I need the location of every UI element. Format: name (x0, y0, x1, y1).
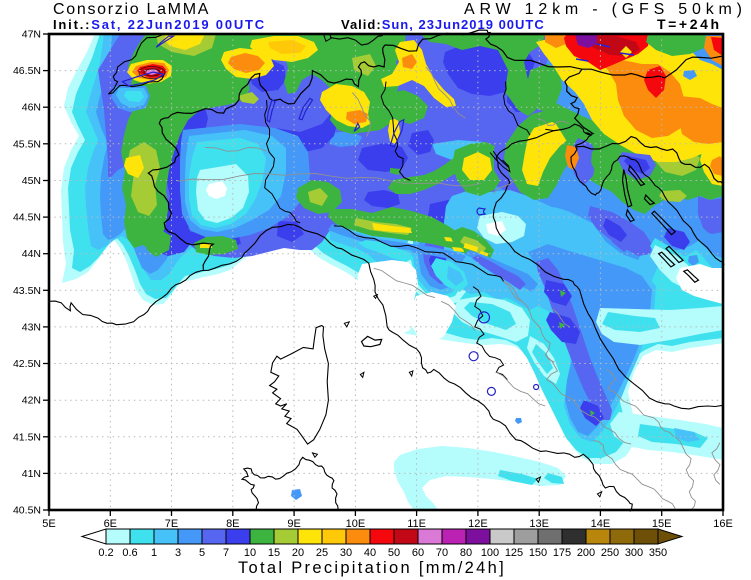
svg-text:7: 7 (223, 547, 229, 559)
svg-text:100: 100 (481, 547, 499, 559)
svg-text:45N: 45N (22, 175, 41, 187)
svg-text:20: 20 (292, 547, 304, 559)
svg-text:46.5N: 46.5N (13, 65, 41, 77)
svg-text:15: 15 (268, 547, 280, 559)
svg-text:30: 30 (340, 547, 352, 559)
svg-text:60: 60 (412, 547, 424, 559)
svg-text:42.5N: 42.5N (13, 358, 41, 370)
svg-text:175: 175 (553, 547, 571, 559)
svg-text:8E: 8E (226, 518, 239, 530)
svg-text:13E: 13E (529, 518, 549, 530)
svg-text:41.5N: 41.5N (13, 431, 41, 443)
svg-text:250: 250 (601, 547, 619, 559)
svg-text:70: 70 (436, 547, 448, 559)
svg-text:12E: 12E (468, 518, 488, 530)
svg-text:15E: 15E (652, 518, 672, 530)
svg-text:41N: 41N (22, 468, 41, 480)
svg-text:200: 200 (577, 547, 595, 559)
svg-text:45.5N: 45.5N (13, 138, 41, 150)
svg-text:150: 150 (529, 547, 547, 559)
svg-text:300: 300 (625, 547, 643, 559)
svg-text:ARW 12km - (GFS 50km): ARW 12km - (GFS 50km) (464, 1, 747, 18)
svg-text:7E: 7E (165, 518, 178, 530)
svg-text:Consorzio LaMMA: Consorzio LaMMA (53, 1, 210, 18)
svg-text:1: 1 (151, 547, 157, 559)
svg-text:47N: 47N (22, 29, 41, 41)
svg-text:11E: 11E (407, 518, 426, 530)
svg-text:Total Precipitation [mm/24h]: Total Precipitation [mm/24h] (238, 559, 506, 577)
svg-text:0.6: 0.6 (122, 547, 137, 559)
svg-text:42N: 42N (22, 395, 41, 407)
svg-text:10E: 10E (346, 518, 366, 530)
svg-text:46N: 46N (22, 102, 41, 114)
svg-text:5E: 5E (42, 518, 55, 530)
svg-text:14E: 14E (591, 518, 611, 530)
svg-text:44.5N: 44.5N (13, 212, 41, 224)
svg-text:5: 5 (199, 547, 205, 559)
svg-text:Valid:Sun, 23Jun2019 00UTC: Valid:Sun, 23Jun2019 00UTC (341, 17, 545, 32)
svg-text:10: 10 (244, 547, 256, 559)
svg-text:43N: 43N (22, 321, 41, 333)
svg-text:44N: 44N (22, 248, 41, 260)
svg-text:25: 25 (316, 547, 328, 559)
svg-text:9E: 9E (287, 518, 300, 530)
svg-text:40.5N: 40.5N (13, 505, 41, 517)
svg-text:50: 50 (388, 547, 400, 559)
svg-text:3: 3 (175, 547, 181, 559)
svg-text:Init.:Sat, 22Jun2019 00UTC: Init.:Sat, 22Jun2019 00UTC (53, 17, 266, 32)
svg-text:0.2: 0.2 (98, 547, 113, 559)
svg-text:350: 350 (649, 547, 667, 559)
svg-text:43.5N: 43.5N (13, 285, 41, 297)
svg-text:80: 80 (460, 547, 472, 559)
svg-text:6E: 6E (104, 518, 117, 530)
svg-text:125: 125 (505, 547, 523, 559)
svg-text:16E: 16E (713, 518, 733, 530)
svg-text:40: 40 (364, 547, 376, 559)
svg-text:T=+24h: T=+24h (657, 16, 722, 32)
